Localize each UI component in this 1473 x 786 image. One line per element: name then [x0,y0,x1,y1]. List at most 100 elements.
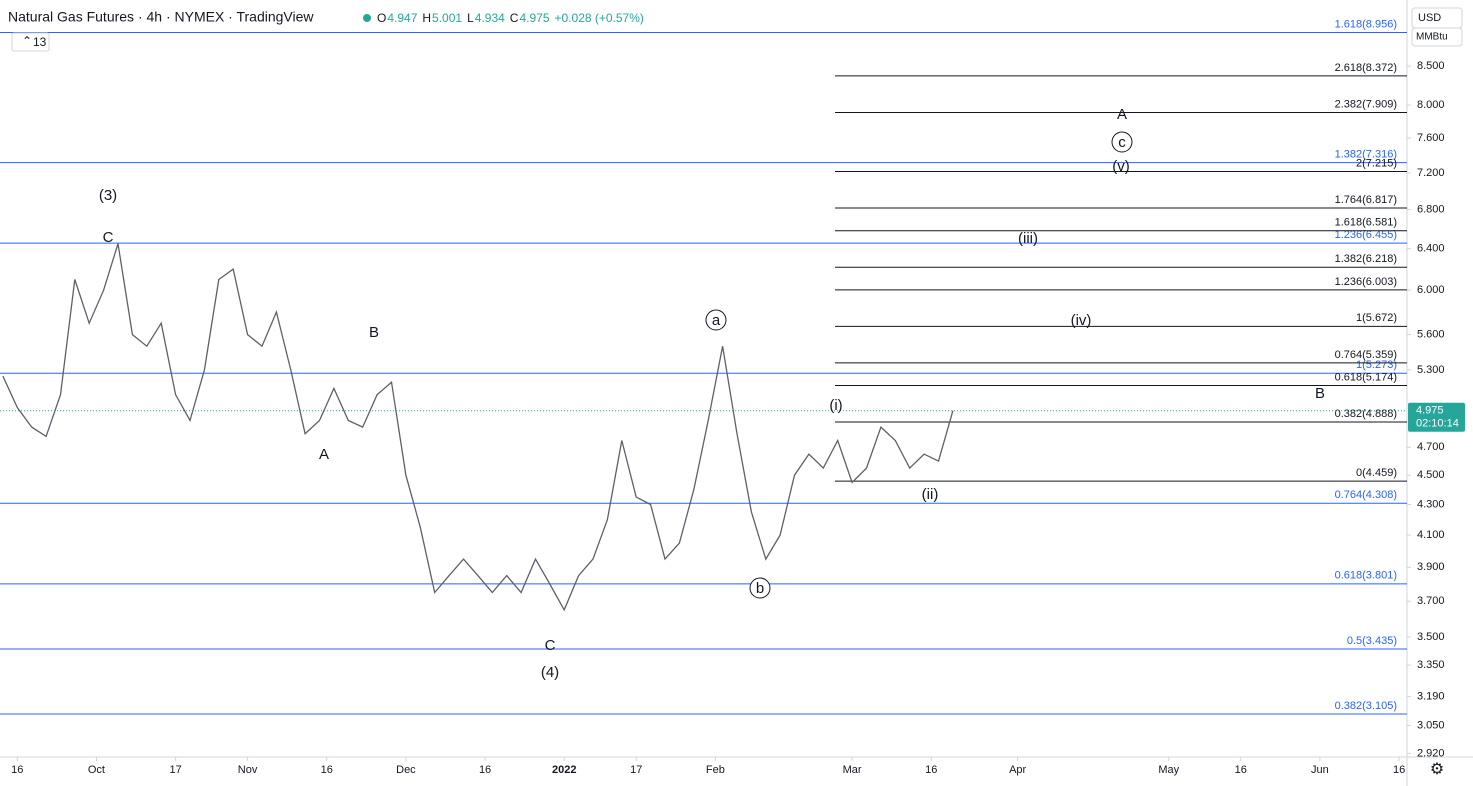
fib-label: 1.236(6.455) [1335,229,1397,241]
unit-box[interactable] [1411,27,1463,47]
unit: MMBtu [1416,32,1448,43]
x-tick-label: 16 [11,764,23,776]
y-tick-label: 8.500 [1417,60,1445,72]
wave-label: (v) [1112,158,1130,175]
y-tick-label: 7.200 [1417,167,1445,179]
ohlc-value: 4.947 [387,11,417,25]
fib-label: 1.382(6.218) [1335,253,1397,265]
x-tick-label: 16 [479,764,491,776]
ohlc-key: H [422,11,431,25]
y-tick-label: 6.400 [1417,243,1445,255]
fib-label: 1.618(6.581) [1335,217,1397,229]
status-dot [363,14,371,22]
x-tick-label: 16 [1235,764,1247,776]
fib-label: 1.618(8.956) [1335,18,1397,30]
collapse-icon: ⌃ [22,34,32,48]
ohlc-legend: O 4.947 H 5.001 L 4.934 C 4.975 +0.028 (+0.57%) [377,11,644,25]
y-tick-label: 4.300 [1417,498,1445,510]
wave-label: C [545,637,556,654]
fib-label: 0.382(3.105) [1335,700,1397,712]
indicator-box[interactable] [11,32,50,52]
x-tick-label: Mar [843,764,862,776]
last-price: 4.975 [1416,405,1444,417]
y-tick-label: 5.600 [1417,328,1445,340]
y-tick-label: 2.920 [1417,747,1445,759]
ohlc-value: 4.934 [475,11,505,25]
wave-label: (i) [829,397,842,414]
wave-label: A [319,446,329,463]
x-tick-label: Apr [1009,764,1026,776]
y-tick-label: 8.000 [1417,99,1445,111]
countdown: 02:10:14 [1416,418,1459,430]
x-tick-label: Oct [88,764,105,776]
wave-label: B [369,324,379,341]
wave-label: (iii) [1018,230,1038,247]
x-tick-label: Feb [706,764,725,776]
x-tick-label: 16 [925,764,937,776]
ohlc-key: L [467,11,474,25]
y-tick-label: 3.350 [1417,659,1445,671]
wave-label: (3) [99,187,117,204]
fib-label: 0(4.459) [1356,467,1397,479]
x-tick-label: 16 [1393,764,1405,776]
y-tick-label: 3.700 [1417,595,1445,607]
fib-label: 2.618(8.372) [1335,62,1397,74]
x-tick-label: 17 [630,764,642,776]
y-tick-label: 3.050 [1417,719,1445,731]
fib-label: 0.618(5.174) [1335,371,1397,383]
x-tick-label: Nov [238,764,258,776]
price-line [2,243,954,612]
x-tick-label: May [1158,764,1179,776]
fib-label: 0.618(3.801) [1335,570,1397,582]
wave-circle [1111,131,1133,153]
wave-label: B [1315,385,1325,402]
wave-label: (iv) [1071,312,1092,329]
y-tick-label: 6.800 [1417,204,1445,216]
x-tick-label: 2022 [552,764,576,776]
chart-title: Natural Gas Futures · 4h · NYMEX · Tradi… [8,9,314,25]
y-tick-label: 3.900 [1417,561,1445,573]
y-tick-label: 7.600 [1417,132,1445,144]
fib-label: 1(5.273) [1356,359,1397,371]
y-tick-label: 4.700 [1417,441,1445,453]
wave-label: b [756,580,764,597]
ohlc-key: O [377,11,386,25]
ohlc-value: 5.001 [432,11,462,25]
fib-label: 0.5(3.435) [1347,635,1397,647]
y-tick-label: 5.300 [1417,364,1445,376]
y-tick-label: 3.500 [1417,631,1445,643]
currency: USD [1418,12,1441,24]
y-tick-label: 4.100 [1417,529,1445,541]
plot: 2.920 3.050 3.190 3.350 3.500 3.700 3.900 4.100… [0,18,1465,776]
ohlc-key: C [510,11,519,25]
fib-label: 1.764(6.817) [1335,194,1397,206]
last-price-tag [1408,402,1465,432]
fib-label: 2.382(7.909) [1335,98,1397,110]
x-tick-label: 17 [169,764,181,776]
x-tick-label: Jun [1311,764,1329,776]
x-tick-label: Dec [396,764,416,776]
fib-label: 1.236(6.003) [1335,276,1397,288]
fib-label: 0.382(4.888) [1335,408,1397,420]
fib-label: 1.382(7.316) [1335,149,1397,161]
wave-label: C [103,229,114,246]
settings-icon[interactable]: ⚙ [1430,761,1444,778]
indicator-count: 13 [33,35,47,49]
wave-label: (ii) [922,486,939,503]
wave-circle [705,309,727,331]
wave-label: (4) [541,664,559,681]
wave-label: A [1117,106,1127,123]
wave-circle [749,577,771,599]
ohlc-value: 4.975 [519,11,549,25]
wave-label: c [1118,134,1126,151]
y-tick-label: 3.190 [1417,690,1445,702]
fib-label: 0.764(5.359) [1335,349,1397,361]
fib-label: 0.764(4.308) [1335,489,1397,501]
y-tick-label: 4.500 [1417,469,1445,481]
wave-label: a [712,312,721,329]
change: +0.028 (+0.57%) [555,11,644,25]
fib-label: 2(7.215) [1356,157,1397,169]
